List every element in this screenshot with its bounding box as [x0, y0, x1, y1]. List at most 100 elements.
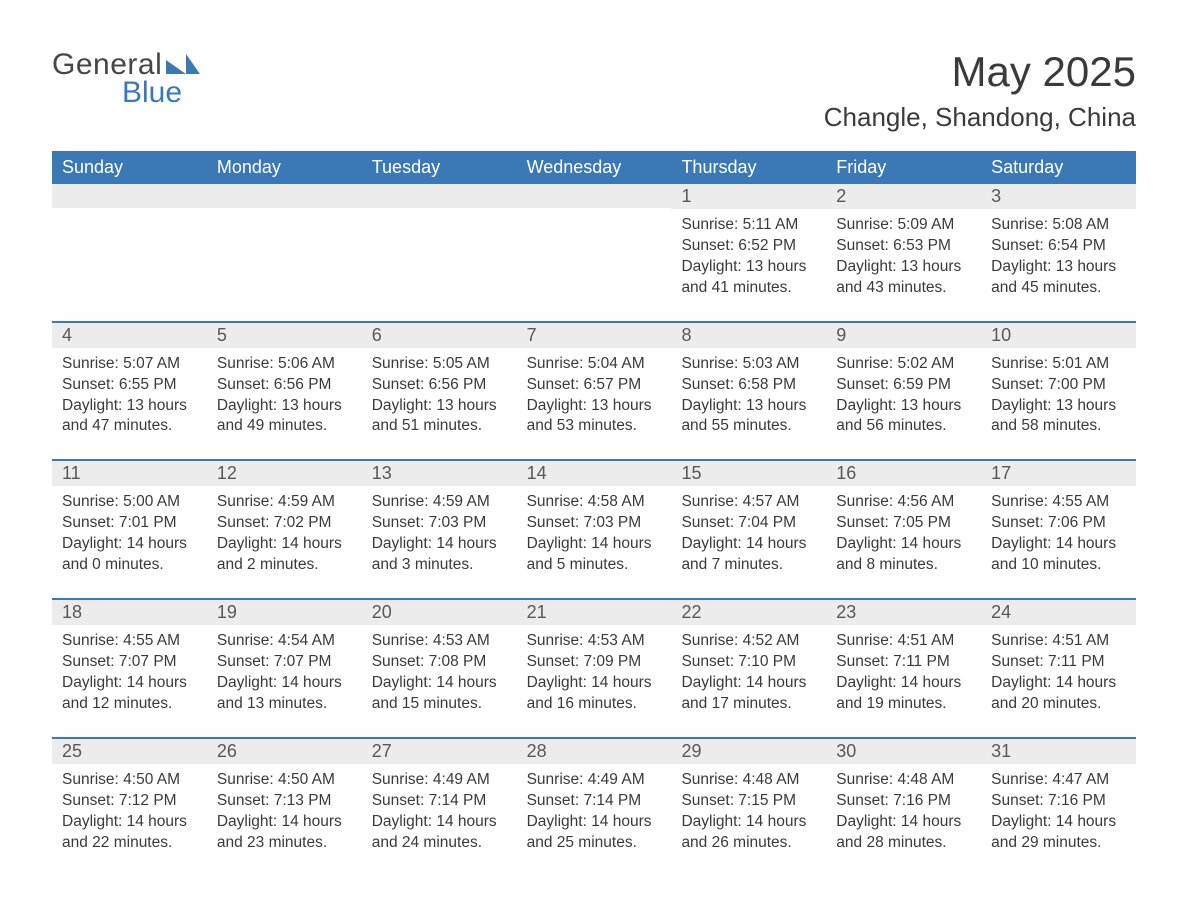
- logo: General Blue: [52, 48, 200, 110]
- cell-body: Sunrise: 5:09 AMSunset: 6:53 PMDaylight:…: [826, 209, 981, 299]
- sunset-text: Sunset: 7:03 PM: [372, 513, 507, 534]
- cell-date: 14: [517, 461, 672, 486]
- daylight-text: Daylight: 13 hours and 56 minutes.: [836, 396, 971, 438]
- cell-body: Sunrise: 5:11 AMSunset: 6:52 PMDaylight:…: [671, 209, 826, 299]
- daylight-text: Daylight: 13 hours and 47 minutes.: [62, 396, 197, 438]
- calendar-cell: 6Sunrise: 5:05 AMSunset: 6:56 PMDaylight…: [362, 323, 517, 460]
- daylight-text: Daylight: 14 hours and 8 minutes.: [836, 534, 971, 576]
- sunrise-text: Sunrise: 5:07 AM: [62, 354, 197, 375]
- daylight-text: Daylight: 14 hours and 2 minutes.: [217, 534, 352, 576]
- cell-body: Sunrise: 5:00 AMSunset: 7:01 PMDaylight:…: [52, 486, 207, 576]
- sunset-text: Sunset: 6:56 PM: [372, 375, 507, 396]
- sunrise-text: Sunrise: 4:59 AM: [372, 492, 507, 513]
- calendar-cell: 10Sunrise: 5:01 AMSunset: 7:00 PMDayligh…: [981, 323, 1136, 460]
- daylight-text: Daylight: 14 hours and 12 minutes.: [62, 673, 197, 715]
- calendar-cell: 14Sunrise: 4:58 AMSunset: 7:03 PMDayligh…: [517, 461, 672, 598]
- dayheader-thursday: Thursday: [671, 151, 826, 184]
- calendar-cell: 4Sunrise: 5:07 AMSunset: 6:55 PMDaylight…: [52, 323, 207, 460]
- calendar-cell: 19Sunrise: 4:54 AMSunset: 7:07 PMDayligh…: [207, 600, 362, 737]
- sunset-text: Sunset: 7:09 PM: [527, 652, 662, 673]
- cell-date: 23: [826, 600, 981, 625]
- calendar-cell: 2Sunrise: 5:09 AMSunset: 6:53 PMDaylight…: [826, 184, 981, 321]
- cell-body: Sunrise: 4:56 AMSunset: 7:05 PMDaylight:…: [826, 486, 981, 576]
- sunrise-text: Sunrise: 4:51 AM: [991, 631, 1126, 652]
- cell-date: [207, 184, 362, 208]
- cell-body: Sunrise: 4:53 AMSunset: 7:09 PMDaylight:…: [517, 625, 672, 715]
- sunset-text: Sunset: 7:01 PM: [62, 513, 197, 534]
- daylight-text: Daylight: 14 hours and 7 minutes.: [681, 534, 816, 576]
- sunset-text: Sunset: 7:16 PM: [836, 791, 971, 812]
- cell-date: 30: [826, 739, 981, 764]
- daylight-text: Daylight: 14 hours and 10 minutes.: [991, 534, 1126, 576]
- calendar-cell: 28Sunrise: 4:49 AMSunset: 7:14 PMDayligh…: [517, 739, 672, 876]
- calendar-cell: [362, 184, 517, 321]
- sunrise-text: Sunrise: 4:49 AM: [527, 770, 662, 791]
- cell-date: 5: [207, 323, 362, 348]
- sunrise-text: Sunrise: 4:58 AM: [527, 492, 662, 513]
- sunset-text: Sunset: 7:07 PM: [217, 652, 352, 673]
- sunrise-text: Sunrise: 4:56 AM: [836, 492, 971, 513]
- sunrise-text: Sunrise: 5:11 AM: [681, 215, 816, 236]
- cell-body: Sunrise: 4:58 AMSunset: 7:03 PMDaylight:…: [517, 486, 672, 576]
- daylight-text: Daylight: 14 hours and 19 minutes.: [836, 673, 971, 715]
- calendar-cell: 27Sunrise: 4:49 AMSunset: 7:14 PMDayligh…: [362, 739, 517, 876]
- cell-date: 21: [517, 600, 672, 625]
- sunrise-text: Sunrise: 4:47 AM: [991, 770, 1126, 791]
- cell-body: Sunrise: 4:55 AMSunset: 7:07 PMDaylight:…: [52, 625, 207, 715]
- sunrise-text: Sunrise: 4:57 AM: [681, 492, 816, 513]
- calendar-cell: 31Sunrise: 4:47 AMSunset: 7:16 PMDayligh…: [981, 739, 1136, 876]
- cell-body: Sunrise: 4:48 AMSunset: 7:16 PMDaylight:…: [826, 764, 981, 854]
- daylight-text: Daylight: 13 hours and 53 minutes.: [527, 396, 662, 438]
- cell-body: Sunrise: 4:50 AMSunset: 7:12 PMDaylight:…: [52, 764, 207, 854]
- sunset-text: Sunset: 6:58 PM: [681, 375, 816, 396]
- cell-body: Sunrise: 4:49 AMSunset: 7:14 PMDaylight:…: [517, 764, 672, 854]
- sunset-text: Sunset: 6:52 PM: [681, 236, 816, 257]
- cell-body: Sunrise: 4:54 AMSunset: 7:07 PMDaylight:…: [207, 625, 362, 715]
- calendar-cell: 8Sunrise: 5:03 AMSunset: 6:58 PMDaylight…: [671, 323, 826, 460]
- cell-body: Sunrise: 4:49 AMSunset: 7:14 PMDaylight:…: [362, 764, 517, 854]
- sunrise-text: Sunrise: 5:08 AM: [991, 215, 1126, 236]
- sunset-text: Sunset: 7:13 PM: [217, 791, 352, 812]
- cell-date: 11: [52, 461, 207, 486]
- sunset-text: Sunset: 7:03 PM: [527, 513, 662, 534]
- sunrise-text: Sunrise: 5:00 AM: [62, 492, 197, 513]
- cell-body: Sunrise: 4:47 AMSunset: 7:16 PMDaylight:…: [981, 764, 1136, 854]
- sunrise-text: Sunrise: 5:06 AM: [217, 354, 352, 375]
- daylight-text: Daylight: 13 hours and 58 minutes.: [991, 396, 1126, 438]
- daylight-text: Daylight: 13 hours and 41 minutes.: [681, 257, 816, 299]
- calendar-week: 25Sunrise: 4:50 AMSunset: 7:12 PMDayligh…: [52, 737, 1136, 876]
- sunset-text: Sunset: 6:53 PM: [836, 236, 971, 257]
- cell-date: 28: [517, 739, 672, 764]
- sunrise-text: Sunrise: 5:04 AM: [527, 354, 662, 375]
- calendar-cell: 22Sunrise: 4:52 AMSunset: 7:10 PMDayligh…: [671, 600, 826, 737]
- calendar-week: 4Sunrise: 5:07 AMSunset: 6:55 PMDaylight…: [52, 321, 1136, 460]
- dayheader-monday: Monday: [207, 151, 362, 184]
- daylight-text: Daylight: 14 hours and 16 minutes.: [527, 673, 662, 715]
- cell-body: Sunrise: 4:48 AMSunset: 7:15 PMDaylight:…: [671, 764, 826, 854]
- cell-date: 3: [981, 184, 1136, 209]
- cell-date: 7: [517, 323, 672, 348]
- page: General Blue May 2025 Changle, Shandong,…: [0, 0, 1188, 875]
- sunrise-text: Sunrise: 5:02 AM: [836, 354, 971, 375]
- daylight-text: Daylight: 13 hours and 55 minutes.: [681, 396, 816, 438]
- cell-body: Sunrise: 4:50 AMSunset: 7:13 PMDaylight:…: [207, 764, 362, 854]
- sunset-text: Sunset: 7:16 PM: [991, 791, 1126, 812]
- cell-body: Sunrise: 5:02 AMSunset: 6:59 PMDaylight:…: [826, 348, 981, 438]
- cell-body: Sunrise: 5:03 AMSunset: 6:58 PMDaylight:…: [671, 348, 826, 438]
- sunset-text: Sunset: 7:12 PM: [62, 791, 197, 812]
- cell-body: Sunrise: 5:04 AMSunset: 6:57 PMDaylight:…: [517, 348, 672, 438]
- daylight-text: Daylight: 14 hours and 26 minutes.: [681, 812, 816, 854]
- title-location: Changle, Shandong, China: [824, 102, 1136, 133]
- sunset-text: Sunset: 7:04 PM: [681, 513, 816, 534]
- cell-body: Sunrise: 4:53 AMSunset: 7:08 PMDaylight:…: [362, 625, 517, 715]
- sunset-text: Sunset: 6:56 PM: [217, 375, 352, 396]
- sunset-text: Sunset: 7:14 PM: [372, 791, 507, 812]
- sunrise-text: Sunrise: 4:53 AM: [527, 631, 662, 652]
- cell-date: 9: [826, 323, 981, 348]
- sunset-text: Sunset: 7:11 PM: [836, 652, 971, 673]
- calendar-cell: 1Sunrise: 5:11 AMSunset: 6:52 PMDaylight…: [671, 184, 826, 321]
- cell-body: Sunrise: 4:59 AMSunset: 7:02 PMDaylight:…: [207, 486, 362, 576]
- calendar-cell: 26Sunrise: 4:50 AMSunset: 7:13 PMDayligh…: [207, 739, 362, 876]
- cell-date: 25: [52, 739, 207, 764]
- cell-date: 24: [981, 600, 1136, 625]
